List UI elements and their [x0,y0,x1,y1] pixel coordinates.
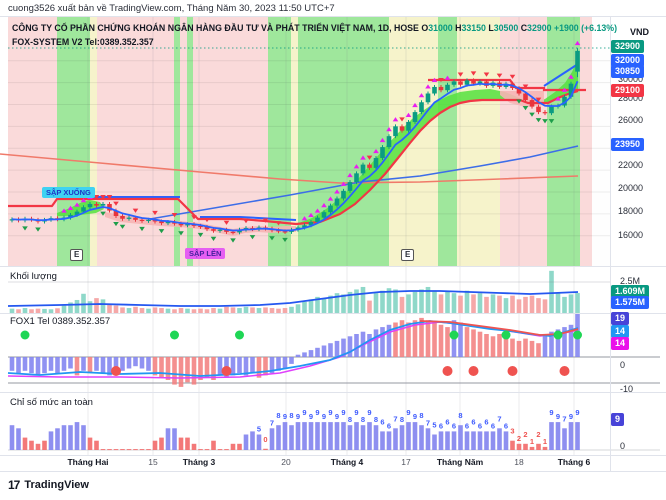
svg-text:6: 6 [387,421,391,430]
svg-text:2: 2 [523,430,527,439]
svg-text:7: 7 [270,418,274,427]
svg-text:5: 5 [432,421,436,430]
svg-text:9: 9 [575,408,579,417]
svg-text:2: 2 [536,430,540,439]
svg-text:9: 9 [367,408,371,417]
svg-text:9: 9 [322,412,326,421]
svg-text:9: 9 [549,408,553,417]
svg-text:9: 9 [556,412,560,421]
svg-text:6: 6 [465,421,469,430]
svg-text:8: 8 [361,415,365,424]
svg-text:9: 9 [354,408,358,417]
svg-text:9: 9 [341,408,345,417]
svg-text:8: 8 [276,411,280,420]
svg-text:8: 8 [289,411,293,420]
svg-text:9: 9 [569,412,573,421]
svg-text:6: 6 [484,417,488,426]
svg-text:5: 5 [257,425,261,434]
svg-text:3: 3 [510,427,514,436]
svg-text:7: 7 [426,418,430,427]
svg-text:8: 8 [348,415,352,424]
svg-text:9: 9 [315,408,319,417]
svg-text:6: 6 [380,417,384,426]
svg-text:7: 7 [393,414,397,423]
svg-text:1: 1 [530,437,534,446]
svg-text:9: 9 [309,412,313,421]
svg-text:6: 6 [452,421,456,430]
svg-text:9: 9 [302,408,306,417]
svg-text:9: 9 [335,412,339,421]
svg-text:8: 8 [458,411,462,420]
svg-text:6: 6 [439,421,443,430]
svg-text:7: 7 [562,414,566,423]
svg-text:6: 6 [471,417,475,426]
svg-text:8: 8 [419,411,423,420]
svg-text:1: 1 [543,437,547,446]
svg-text:9: 9 [296,412,300,421]
svg-text:6: 6 [445,417,449,426]
svg-text:0: 0 [263,435,267,444]
svg-text:7: 7 [497,414,501,423]
svg-text:6: 6 [491,421,495,430]
svg-text:2: 2 [517,434,521,443]
svg-text:8: 8 [374,415,378,424]
svg-text:6: 6 [478,421,482,430]
svg-text:9: 9 [406,408,410,417]
svg-text:6: 6 [504,421,508,430]
svg-text:9: 9 [283,412,287,421]
svg-text:9: 9 [328,408,332,417]
svg-text:9: 9 [413,412,417,421]
svg-text:8: 8 [400,415,404,424]
